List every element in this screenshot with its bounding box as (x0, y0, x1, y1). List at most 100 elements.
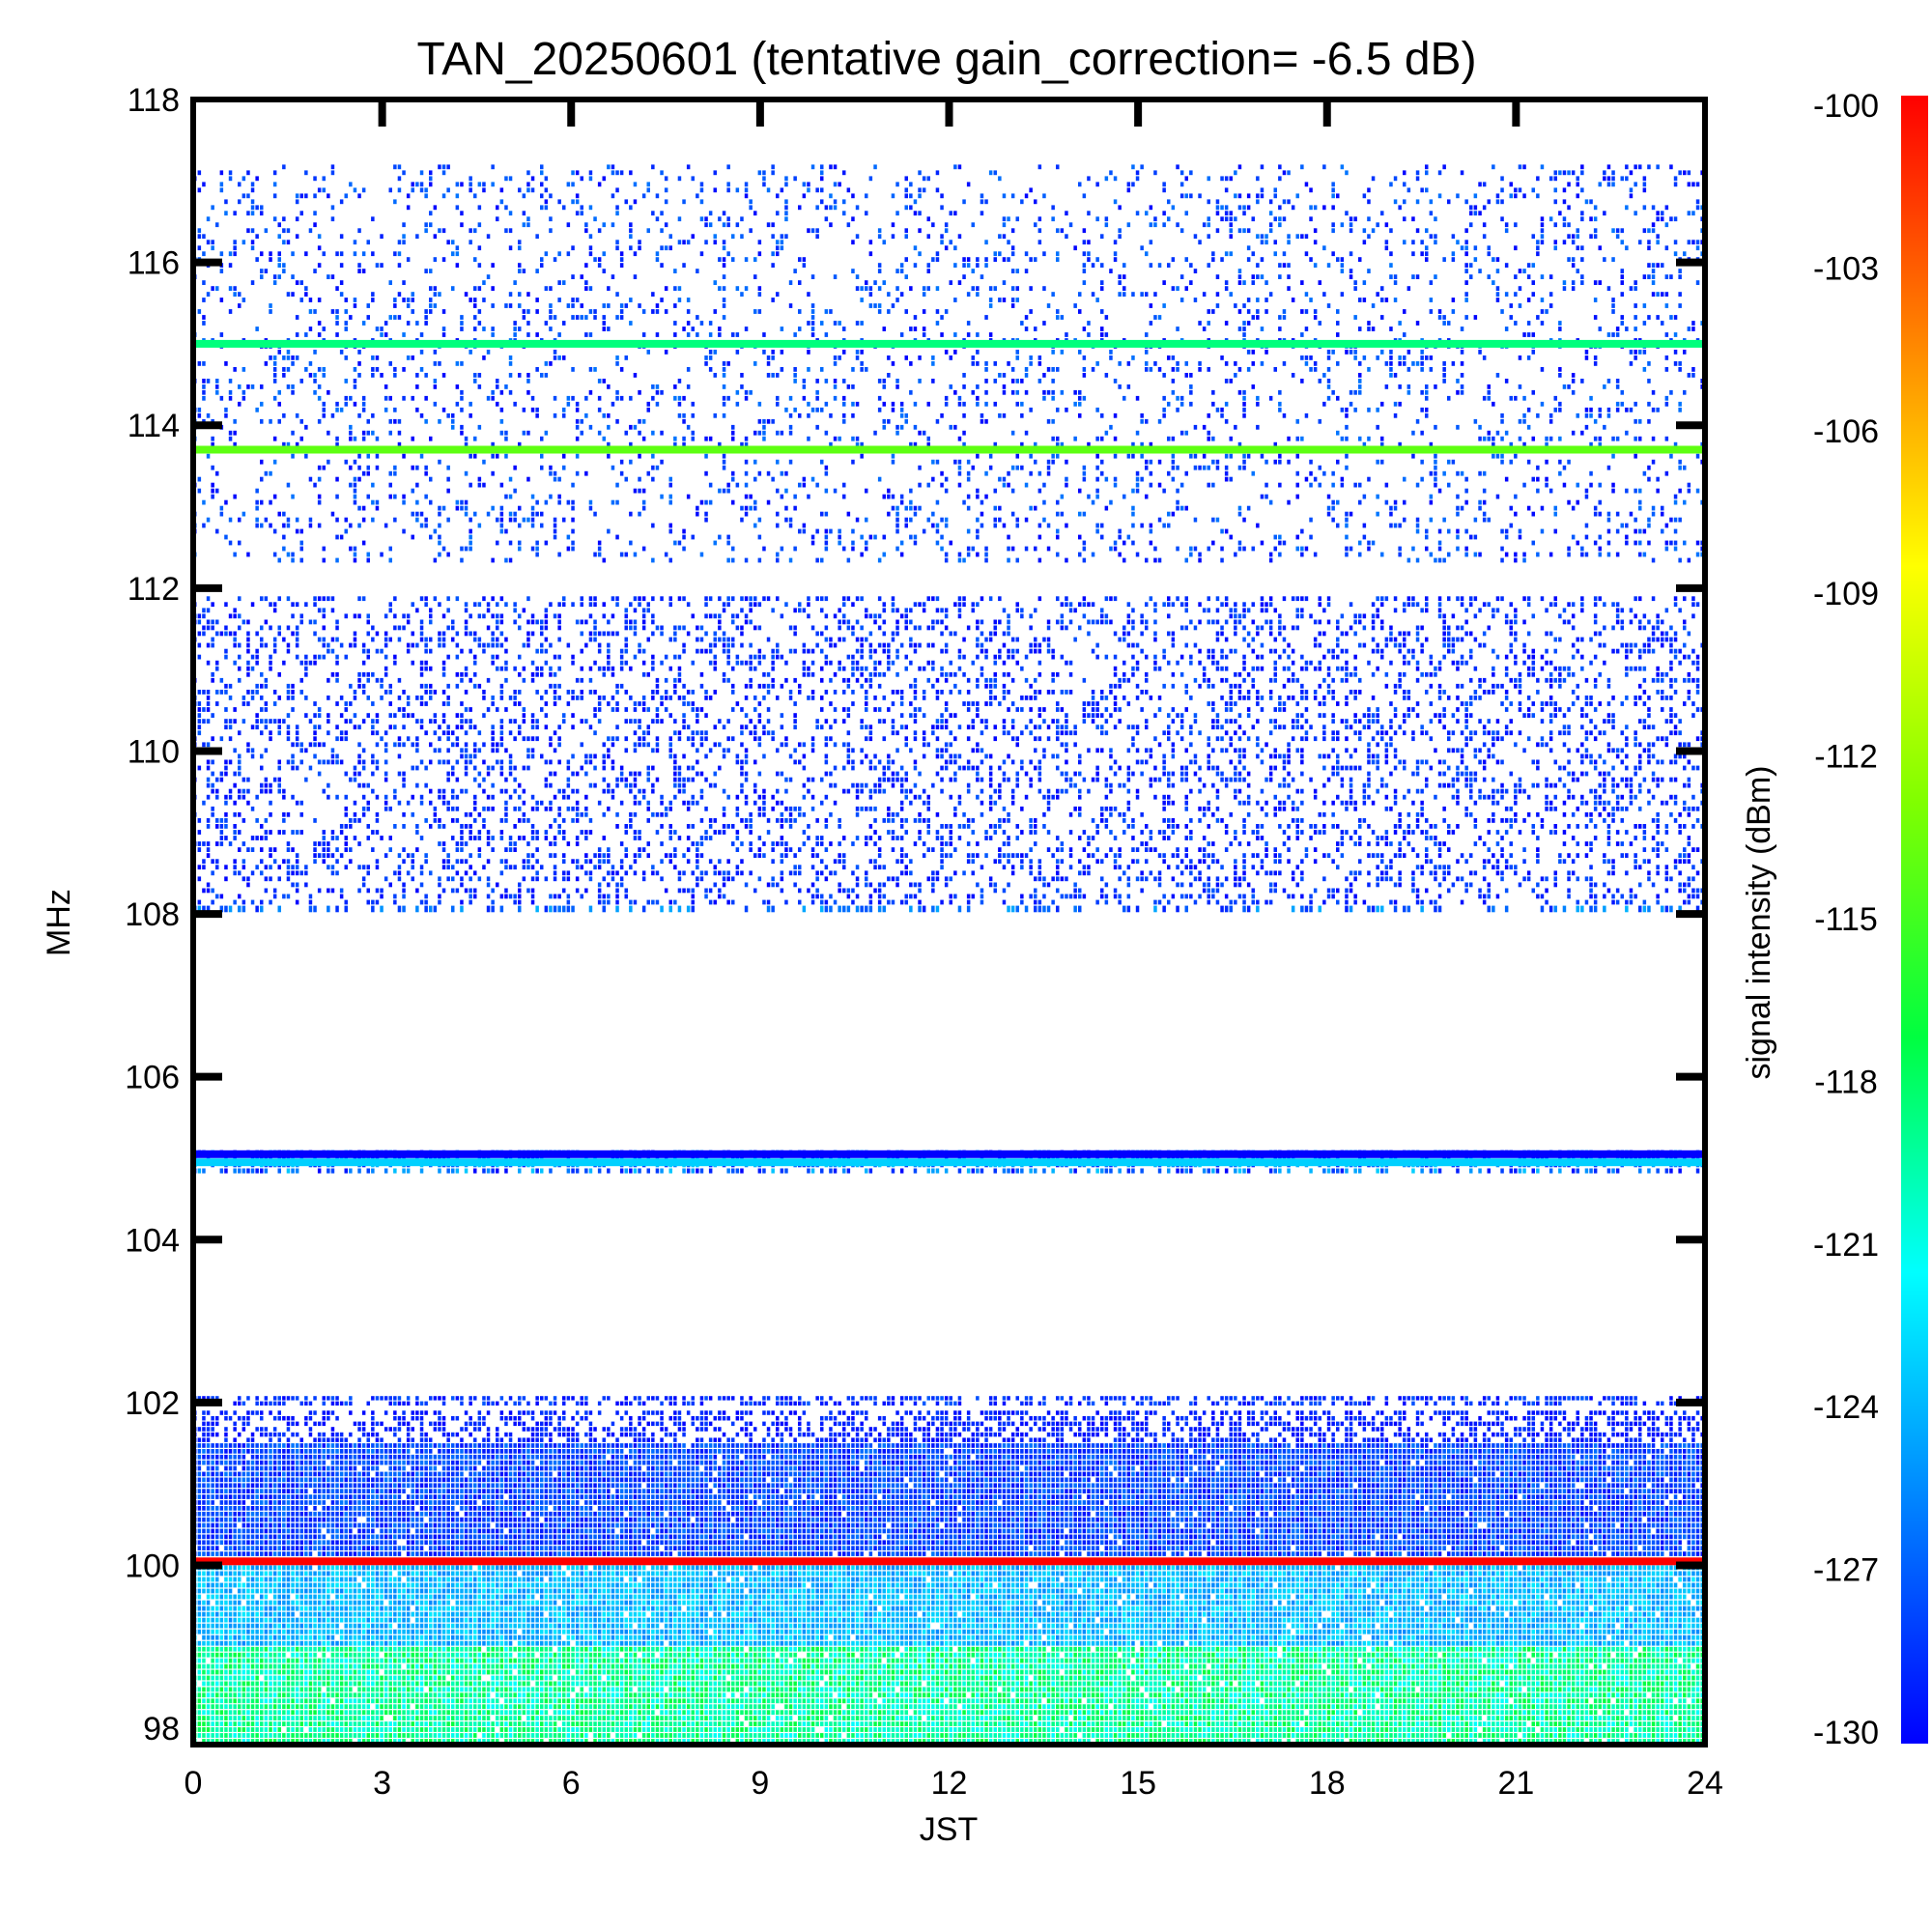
heatmap-cell (557, 298, 561, 302)
heatmap-cell (722, 257, 726, 262)
heatmap-cell (1291, 625, 1295, 631)
heatmap-cell (1464, 269, 1468, 273)
heatmap-cell (206, 292, 211, 297)
heatmap-cell (1634, 488, 1637, 494)
heatmap-cell (833, 355, 838, 360)
heatmap-cell (1638, 540, 1642, 546)
heatmap-cell (1358, 389, 1362, 395)
heatmap-cell (1234, 361, 1237, 366)
heatmap-cell (722, 412, 726, 418)
heatmap-cell (424, 642, 428, 648)
heatmap-cell (988, 596, 993, 602)
heatmap-cell (1567, 546, 1571, 552)
heatmap-cell (1078, 401, 1082, 407)
heatmap-cell (708, 211, 713, 216)
heatmap-cell (602, 303, 606, 308)
heatmap-cell (330, 412, 335, 418)
heatmap-cell (269, 499, 272, 505)
heatmap-cell (820, 367, 824, 372)
heatmap-cell (926, 263, 930, 268)
heatmap-cell (388, 430, 392, 436)
heatmap-cell (1024, 430, 1029, 436)
heatmap-cell (1189, 373, 1193, 378)
heatmap-cell (1620, 269, 1624, 273)
heatmap-cell (491, 637, 495, 642)
heatmap-cell (1029, 355, 1033, 360)
heatmap-cell (228, 436, 233, 441)
heatmap-cell (206, 596, 211, 602)
heatmap-cell (1661, 216, 1664, 222)
heatmap-cell (1638, 418, 1642, 424)
heatmap-cell (1580, 430, 1584, 436)
heatmap-cell (1558, 367, 1562, 372)
heatmap-cell (526, 332, 530, 337)
heatmap-cell (224, 625, 228, 631)
heatmap-cell (460, 424, 464, 430)
heatmap-cell (1056, 596, 1060, 602)
heatmap-cell (433, 257, 438, 262)
heatmap-cell (384, 631, 388, 637)
heatmap-cell (776, 596, 780, 602)
heatmap-cell (1362, 613, 1367, 619)
heatmap-cell (553, 315, 557, 320)
heatmap-cell (668, 234, 672, 240)
heatmap-cell (1264, 240, 1268, 245)
heatmap-cell (1522, 642, 1526, 648)
heatmap-cell (366, 654, 370, 660)
heatmap-cell (1118, 534, 1122, 540)
heatmap-cell (1073, 303, 1077, 308)
heatmap-cell (1278, 315, 1282, 320)
heatmap-cell (1042, 482, 1046, 488)
heatmap-cell (1126, 182, 1131, 187)
heatmap-cell (260, 401, 264, 407)
heatmap-cell (815, 234, 819, 240)
heatmap-cell (1149, 441, 1153, 447)
heatmap-cell (1509, 182, 1513, 187)
heatmap-cell (1509, 303, 1513, 308)
heatmap-cell (833, 395, 838, 401)
heatmap-cell (1340, 257, 1345, 262)
heatmap-cell (1460, 384, 1464, 389)
heatmap-cell (1278, 459, 1282, 465)
heatmap-cell (299, 528, 303, 534)
heatmap-cell (1242, 453, 1246, 459)
heatmap-cell (553, 355, 557, 360)
heatmap-cell (1246, 298, 1251, 302)
heatmap-cell (1007, 361, 1010, 366)
heatmap-cell (824, 540, 829, 546)
heatmap-cell (1313, 619, 1318, 625)
heatmap-cell (415, 608, 419, 613)
heatmap-cell (1256, 274, 1260, 279)
heatmap-cell (731, 557, 735, 563)
heatmap-cell (224, 199, 228, 205)
heatmap-cell (1082, 511, 1087, 517)
heatmap-cell (624, 608, 628, 613)
heatmap-cell (1411, 453, 1415, 459)
heatmap-cell (295, 642, 299, 648)
heatmap-cell (1562, 482, 1567, 488)
heatmap-cell (224, 534, 228, 540)
heatmap-cell (597, 407, 602, 412)
heatmap-cell (322, 367, 326, 372)
heatmap-cell (1531, 332, 1535, 337)
heatmap-cell (1029, 625, 1033, 631)
heatmap-cell (1224, 280, 1229, 285)
heatmap-cell (1224, 211, 1229, 216)
heatmap-cell (291, 355, 295, 360)
heatmap-cell (691, 401, 695, 407)
heatmap-cell (219, 187, 224, 193)
heatmap-cell (1260, 453, 1264, 459)
heatmap-cell (1100, 459, 1104, 465)
heatmap-cell (1198, 602, 1202, 608)
heatmap-cell (1002, 193, 1007, 199)
heatmap-cell (317, 321, 322, 326)
heatmap-cell (330, 216, 335, 222)
heatmap-cell (1176, 164, 1179, 170)
heatmap-cell (233, 608, 237, 613)
heatmap-cell (882, 327, 886, 331)
heatmap-cell (246, 384, 250, 389)
heatmap-cell (1514, 193, 1518, 199)
heatmap-cell (291, 361, 295, 366)
heatmap-cell (406, 642, 411, 648)
heatmap-cell (1606, 332, 1611, 337)
